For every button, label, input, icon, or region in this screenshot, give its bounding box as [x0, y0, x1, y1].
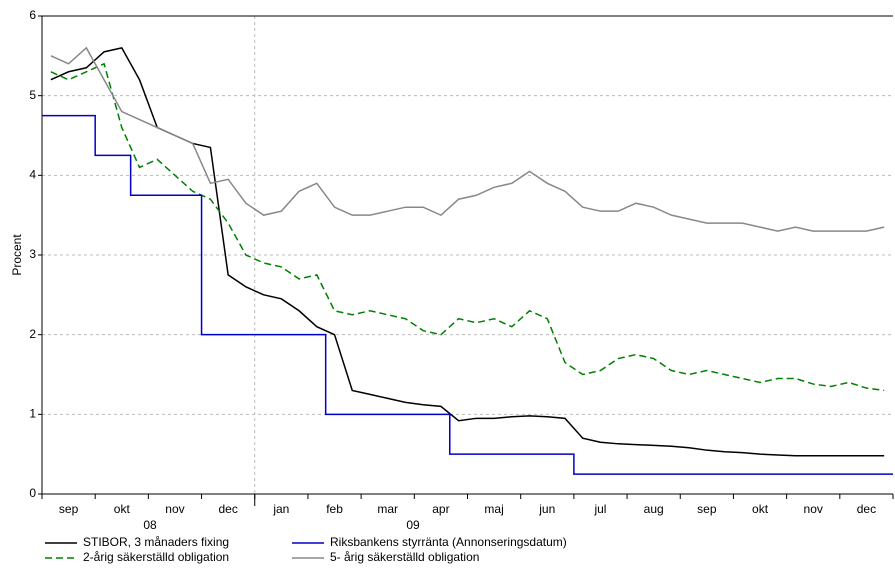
legend-label: 2-årig säkerställd obligation: [83, 550, 229, 564]
x-tick-label: okt: [114, 502, 131, 516]
series-line: [42, 114, 893, 475]
x-tick-label: apr: [432, 502, 449, 516]
legend-label: Riksbankens styrränta (Annonseringsdatum…: [330, 535, 567, 549]
x-tick-label: dec: [218, 502, 237, 516]
y-axis-label: Procent: [10, 234, 24, 276]
legend-label: 5- årig säkerställd obligation: [330, 550, 479, 564]
y-tick-label: 2: [29, 327, 36, 341]
x-tick-label: jan: [272, 502, 289, 516]
x-tick-label: dec: [857, 502, 876, 516]
x-tick-label: okt: [752, 502, 769, 516]
year-label: 09: [406, 518, 420, 532]
x-tick-label: aug: [644, 502, 664, 516]
y-tick-label: 4: [29, 168, 36, 182]
legend-label: STIBOR, 3 månaders fixing: [83, 535, 229, 549]
x-tick-label: sep: [59, 502, 79, 516]
series-line: [50, 62, 885, 392]
y-tick-label: 6: [29, 8, 36, 22]
x-tick-label: feb: [326, 502, 343, 516]
y-tick-label: 5: [29, 88, 36, 102]
x-tick-label: nov: [165, 502, 184, 516]
y-tick-label: 1: [29, 407, 36, 421]
year-label: 08: [143, 518, 157, 532]
x-tick-label: maj: [484, 502, 503, 516]
x-tick-label: sep: [697, 502, 717, 516]
series-line: [50, 46, 885, 232]
x-tick-label: nov: [804, 502, 823, 516]
x-tick-label: mar: [377, 502, 398, 516]
series-line: [50, 47, 885, 457]
x-tick-label: jul: [593, 502, 606, 516]
y-tick-label: 0: [29, 486, 36, 500]
y-tick-label: 3: [29, 247, 36, 261]
x-tick-label: jun: [538, 502, 555, 516]
